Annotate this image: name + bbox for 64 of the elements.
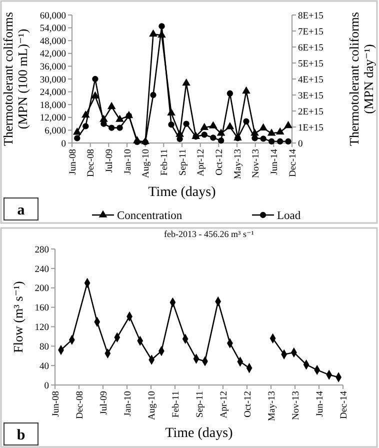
y-tick-label: 36,000	[40, 62, 66, 73]
x-tick-label: Jun-14	[270, 148, 280, 175]
x-tick-label: Apr-12	[196, 148, 207, 176]
y-tick-label: 80	[40, 342, 50, 352]
x-tick-label: Dec-14	[288, 148, 298, 177]
y-tick-label: 200	[34, 284, 50, 294]
y-tick-label: 30,000	[40, 75, 66, 86]
y-tick-label: 6,000	[44, 126, 66, 137]
x-tick-label: Nov-13	[291, 390, 302, 420]
y2-tick-label: 0	[298, 139, 303, 150]
x-tick-label: Oct-12	[214, 148, 225, 176]
y2-tick-label: 1E+15	[298, 123, 324, 134]
x-tick-label: Aug-10	[142, 148, 152, 178]
y2-tick-label: 8E+15	[298, 11, 324, 22]
y-axis-title: Thermotolerant coliforms (MPN (100 mL)⁻¹)	[0, 12, 30, 146]
x-tick-label: May-13	[267, 390, 278, 422]
y-tick-label: 18,000	[40, 100, 66, 111]
x-axis-title: Time (days)	[165, 426, 234, 441]
text: a	[17, 202, 26, 218]
y-tick-label: 42,000	[40, 50, 66, 60]
y2-tick-label: 6E+15	[298, 43, 324, 54]
y-tick-label: 160	[34, 304, 50, 314]
x-tick-label: Jul-09	[99, 390, 110, 415]
x-tick-label: Sep-11	[178, 148, 188, 176]
y-tick-label: 40	[40, 362, 50, 372]
y-tick-label: 24,000	[40, 88, 66, 98]
x-tick-label: Jan-10	[123, 148, 134, 174]
y-tick-label: 0	[61, 139, 66, 150]
y-tick-label: 280	[34, 245, 50, 256]
y-tick-label: 54,000	[40, 24, 66, 34]
x-tick-label: Dec-08	[86, 148, 97, 177]
x-tick-label: Sep-11	[195, 390, 206, 418]
x-tick-label: Aug-10	[147, 390, 158, 420]
x-tick-label: Oct-12	[243, 390, 254, 418]
x-tick-label: Jun-14	[315, 390, 326, 417]
y-tick-label: 240	[34, 264, 50, 275]
y2-tick-label: 7E+15	[298, 27, 324, 38]
x-tick-label: Feb-11	[160, 148, 170, 176]
x-tick-label: Feb-11	[171, 390, 182, 418]
x-tick-label: Jun-08	[68, 148, 78, 175]
y-tick-label: 0	[44, 381, 50, 392]
text: feb-2013 - 456.26 m³ s⁻¹	[164, 229, 254, 239]
y-axis-title: Flow (m³ s⁻¹)	[10, 281, 26, 353]
y-tick-label: 120	[34, 323, 50, 334]
y-tick-label: 12,000	[40, 114, 66, 124]
y2-tick-label: 3E+15	[298, 91, 324, 102]
x-tick-label: Apr-12	[219, 390, 230, 418]
x-tick-label: Dec-14	[339, 390, 350, 419]
y-tick-label: 60,000	[40, 11, 66, 22]
x-tick-label: May-13	[233, 148, 244, 180]
x-tick-label: Nov-13	[252, 148, 262, 178]
y2-tick-label: 4E+15	[298, 75, 324, 86]
legend-label: Load	[277, 210, 301, 222]
x-tick-label: Jan-10	[123, 390, 134, 416]
text: b	[16, 427, 26, 444]
x-tick-label: Dec-08	[75, 390, 86, 419]
x-tick-label: Jun-08	[51, 390, 62, 417]
y2-tick-label: 5E+15	[298, 59, 324, 70]
x-axis-title: Time (days)	[148, 185, 216, 200]
y2-axis-title: Thermotolerant coliforms (MPN day⁻¹)	[346, 12, 376, 146]
y-tick-label: 48,000	[40, 36, 66, 47]
y2-tick-label: 2E+15	[298, 107, 324, 118]
x-tick-label: Jul-09	[104, 148, 115, 173]
legend-label: Concentration	[117, 210, 182, 222]
